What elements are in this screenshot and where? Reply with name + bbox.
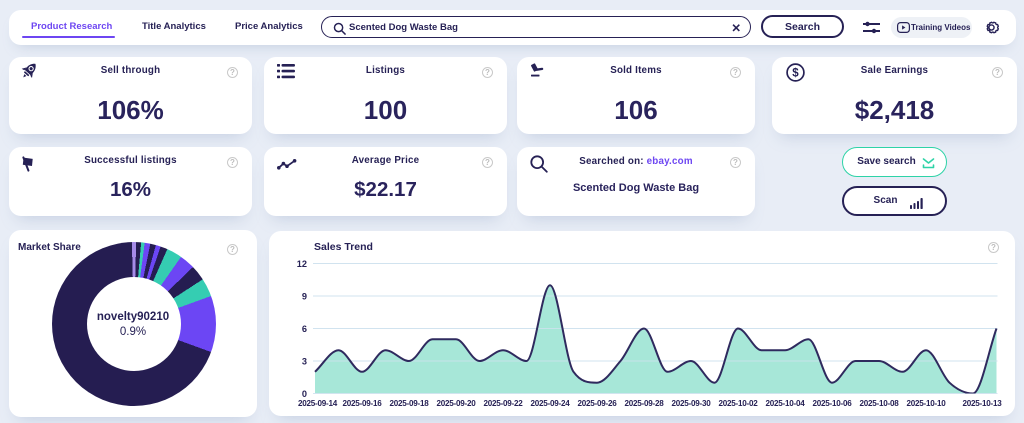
svg-text:2025-09-20: 2025-09-20 [437, 399, 477, 408]
svg-text:2025-09-14: 2025-09-14 [298, 399, 338, 408]
svg-text:2025-09-22: 2025-09-22 [484, 399, 524, 408]
svg-text:2025-09-28: 2025-09-28 [625, 399, 665, 408]
svg-text:2025-10-04: 2025-10-04 [766, 399, 806, 408]
svg-text:6: 6 [302, 324, 307, 334]
svg-text:2025-09-16: 2025-09-16 [343, 399, 383, 408]
svg-text:3: 3 [302, 357, 307, 367]
svg-text:2025-10-06: 2025-10-06 [813, 399, 853, 408]
svg-text:12: 12 [297, 259, 307, 269]
svg-text:2025-09-24: 2025-09-24 [531, 399, 571, 408]
svg-text:2025-09-26: 2025-09-26 [578, 399, 618, 408]
svg-text:$: $ [792, 68, 799, 80]
svg-text:2025-10-08: 2025-10-08 [860, 399, 900, 408]
svg-text:2025-09-18: 2025-09-18 [390, 399, 430, 408]
svg-text:2025-10-10: 2025-10-10 [907, 399, 947, 408]
svg-text:2025-10-13: 2025-10-13 [963, 399, 1003, 408]
svg-text:0: 0 [302, 389, 307, 399]
svg-text:9: 9 [302, 292, 307, 302]
svg-text:2025-09-30: 2025-09-30 [672, 399, 712, 408]
svg-text:2025-10-02: 2025-10-02 [719, 399, 759, 408]
